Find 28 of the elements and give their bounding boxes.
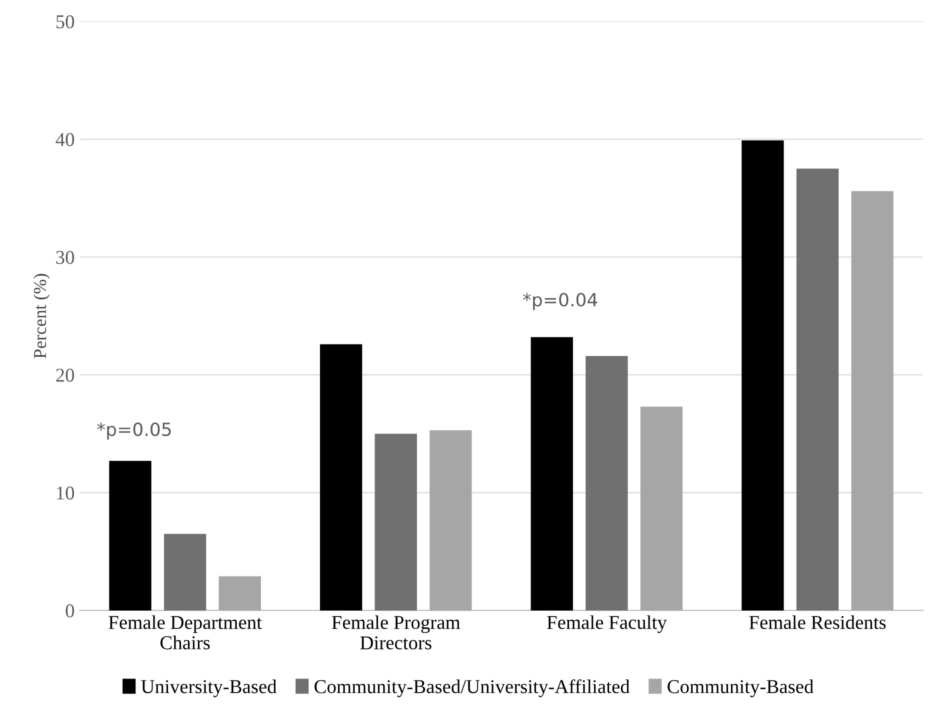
annotation: *p=0.04 — [522, 292, 598, 310]
bar — [430, 430, 472, 610]
bar — [218, 576, 261, 610]
bar — [796, 168, 839, 610]
x-tick-label: Female Residents — [749, 615, 886, 630]
annotation: *p=0.05 — [97, 422, 171, 440]
bar — [851, 191, 894, 610]
bar — [530, 337, 573, 610]
bar — [742, 140, 784, 610]
bar — [374, 434, 417, 610]
bar — [586, 356, 628, 610]
x-tick-label: Female Program Directors — [332, 615, 460, 650]
x-tick-label: Female Faculty — [547, 615, 667, 634]
legend-label: Community-Based — [668, 680, 814, 698]
bar — [109, 460, 152, 610]
y-tick-label: 0 — [66, 604, 74, 618]
x-tick-label: Female Department Chairs — [108, 615, 262, 650]
y-tick-label: 10 — [57, 486, 74, 500]
legend-label: University-Based — [141, 680, 277, 698]
bar — [640, 406, 683, 610]
bar — [164, 534, 206, 610]
y-tick-label: 20 — [56, 368, 74, 382]
y-tick-label: 40 — [56, 133, 74, 146]
bar — [320, 344, 362, 610]
legend-label: Community-Based/University-Affiliated — [314, 679, 630, 698]
y-tick-label: 50 — [56, 15, 74, 28]
y-tick-label: 30 — [56, 250, 74, 264]
y-axis-title: Percent (%) — [33, 274, 50, 358]
